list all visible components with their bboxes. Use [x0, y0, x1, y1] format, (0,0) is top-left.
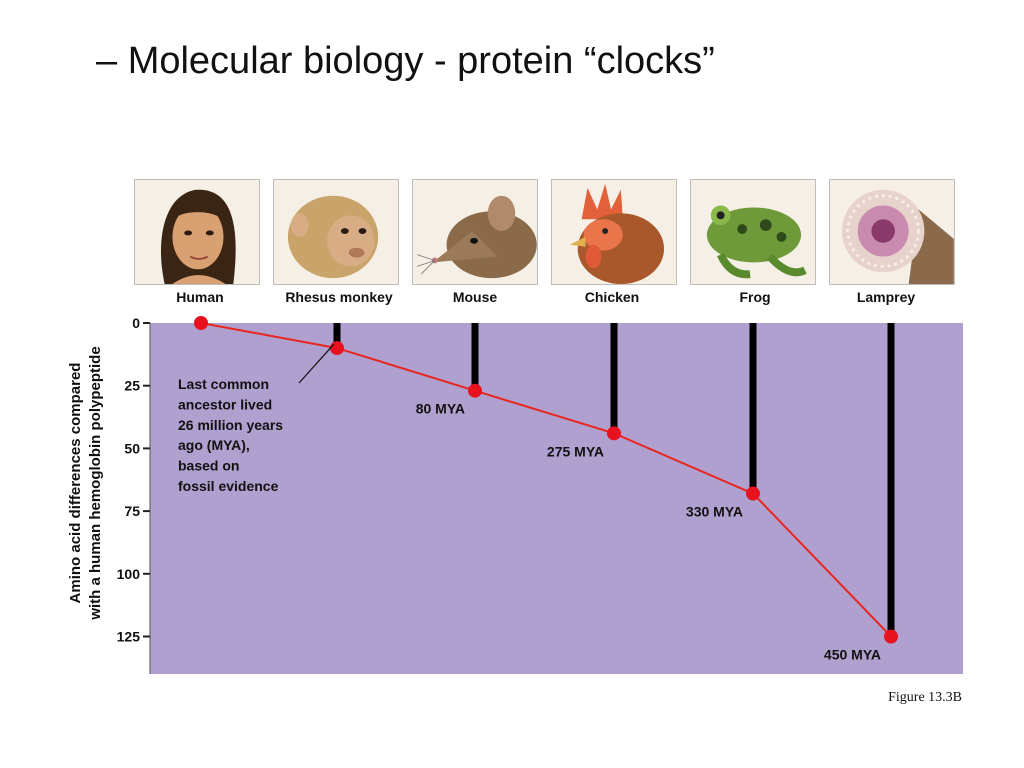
mouse-photo: [412, 179, 538, 285]
data-point: [330, 341, 344, 356]
point-label: 275 MYA: [547, 443, 604, 459]
species-label-frog: Frog: [739, 289, 771, 305]
species-label-mouse: Mouse: [452, 289, 498, 305]
chicken-photo: [551, 179, 677, 285]
plot-area: [150, 323, 963, 674]
chicken-head-icon: [552, 180, 676, 284]
species-label-rhesus-monkey: Rhesus monkey: [285, 289, 393, 305]
lamprey-mouth-icon: [830, 180, 954, 284]
y-axis-title: Amino acid differences compared: [67, 363, 84, 604]
monkey-face-icon: [274, 180, 398, 284]
annotation-text-line: Last common: [178, 376, 269, 392]
point-label: 80 MYA: [416, 401, 465, 417]
species-photo-strip: [134, 179, 956, 285]
y-tick-label: 0: [132, 315, 140, 331]
series-line: [200, 322, 892, 638]
lamprey-photo: [829, 179, 955, 285]
annotation-text-line: ancestor lived: [178, 396, 272, 412]
frog-icon: [691, 180, 815, 284]
y-axis-title: with a human hemoglobin polypeptide: [87, 346, 104, 620]
annotation-leader-line: [298, 343, 335, 384]
data-point: [746, 486, 760, 501]
point-label: 330 MYA: [686, 504, 743, 520]
annotation-text-line: 26 million years: [178, 417, 283, 433]
species-label-lamprey: Lamprey: [856, 289, 916, 305]
point-label: 450 MYA: [824, 647, 881, 663]
data-point: [468, 383, 482, 398]
mouse-face-icon: [413, 180, 537, 284]
data-point: [194, 316, 208, 330]
species-label-chicken: Chicken: [584, 289, 640, 305]
slide-title: – Molecular biology - protein “clocks”: [96, 40, 715, 82]
human-face-icon: [135, 180, 259, 284]
annotation-text-line: ago (MYA),: [178, 437, 250, 453]
figure-caption: Figure 13.3B: [888, 690, 962, 705]
species-label-human: Human: [176, 289, 224, 305]
y-tick-label: 50: [124, 440, 140, 456]
annotation-text-line: fossil evidence: [178, 478, 279, 494]
y-tick-label: 125: [117, 629, 141, 645]
y-tick-label: 25: [124, 378, 140, 394]
data-point: [607, 426, 621, 441]
annotation-text-line: based on: [178, 458, 239, 474]
y-tick-label: 100: [117, 566, 141, 582]
rhesus-monkey-photo: [273, 179, 399, 285]
y-tick-label: 75: [124, 503, 140, 519]
human-photo: [134, 179, 260, 285]
frog-photo: [690, 179, 816, 285]
data-point: [884, 629, 898, 644]
